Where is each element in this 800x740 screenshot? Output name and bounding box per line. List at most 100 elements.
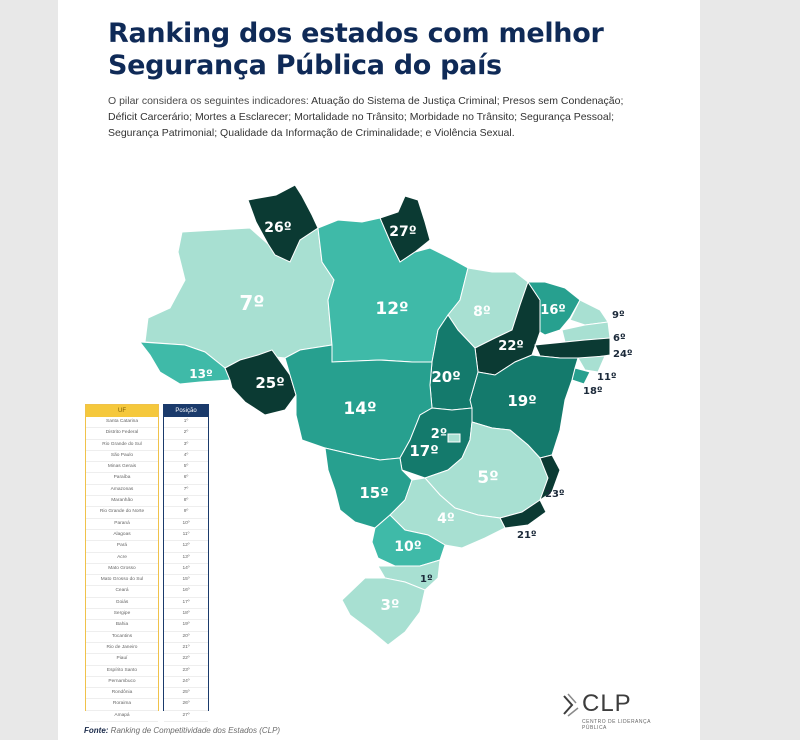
source-label: Fonte: xyxy=(84,726,109,735)
rank-label-ma: 8º xyxy=(473,304,491,320)
table-cell-uf: Bahia xyxy=(86,620,158,632)
table-cell-uf: Amapá xyxy=(86,711,158,723)
table-cell-position: 14º xyxy=(164,564,208,576)
table-cell-position: 27º xyxy=(164,711,208,723)
rank-label-rn: 9º xyxy=(612,310,625,321)
table-cell-position: 9º xyxy=(164,507,208,519)
state-es[interactable] xyxy=(539,454,561,502)
table-cell-uf: Acre xyxy=(86,553,158,564)
table-cell-uf: Rondônia xyxy=(86,688,158,700)
rank-label-rs: 3º xyxy=(381,596,400,614)
rank-label-pe: 24º xyxy=(613,349,633,360)
rank-label-sc: 1º xyxy=(420,574,433,585)
table-header-position: Posição xyxy=(164,405,208,417)
table-cell-position: 11º xyxy=(164,530,208,542)
rank-label-ce: 16º xyxy=(540,303,565,318)
table-cell-position: 12º xyxy=(164,541,208,553)
table-cell-position: 7º xyxy=(164,485,208,497)
table-cell-position: 21º xyxy=(164,643,208,655)
clp-logo-mark-icon xyxy=(563,693,579,717)
table-cell-uf: Pará xyxy=(86,541,158,553)
table-cell-position: 5º xyxy=(164,462,208,474)
subtitle: O pilar considera os seguintes indicador… xyxy=(108,93,628,141)
table-cell-position: 8º xyxy=(164,496,208,508)
title-line-2: Segurança Pública do país xyxy=(108,50,502,81)
rank-label-rj: 21º xyxy=(517,530,537,541)
table-cell-position: 13º xyxy=(164,553,208,564)
state-ce[interactable] xyxy=(527,281,581,336)
table-cell-position: 20º xyxy=(164,632,208,643)
table-cell-position: 1º xyxy=(164,417,208,429)
table-cell-uf: Piauí xyxy=(86,654,158,666)
table-cell-position: 2º xyxy=(164,428,208,440)
table-cell-uf: São Paulo xyxy=(86,451,158,463)
rank-label-mt: 14º xyxy=(343,399,376,419)
rank-label-pb: 6º xyxy=(613,333,626,344)
title-line-1: Ranking dos estados com melhor xyxy=(108,18,604,49)
rank-label-ap: 27º xyxy=(389,224,416,240)
table-cell-uf: Paraíba xyxy=(86,473,158,485)
table-cell-uf: Roraima xyxy=(86,699,158,711)
state-ac[interactable] xyxy=(138,341,231,385)
rank-label-al: 11º xyxy=(597,372,617,383)
table-cell-position: 15º xyxy=(164,575,208,587)
rank-label-to: 20º xyxy=(431,368,460,386)
rank-label-ro: 25º xyxy=(255,374,284,392)
table-cell-position: 22º xyxy=(164,654,208,666)
table-cell-uf: Distrito Federal xyxy=(86,428,158,440)
state-ro[interactable] xyxy=(224,349,297,416)
state-rr[interactable] xyxy=(247,184,319,263)
page-margin-right xyxy=(700,0,800,740)
subtitle-intro: O pilar considera os seguintes indicador… xyxy=(108,95,309,107)
table-cell-uf: Paraná xyxy=(86,519,158,530)
rank-label-pr: 10º xyxy=(394,539,421,555)
table-cell-position: 23º xyxy=(164,666,208,677)
table-cell-position: 24º xyxy=(164,677,208,689)
source-text: Ranking de Competitividade dos Estados (… xyxy=(110,726,281,735)
table-cell-position: 3º xyxy=(164,440,208,451)
table-cell-uf: Rio de Janeiro xyxy=(86,643,158,655)
table-cell-uf: Ceará xyxy=(86,586,158,598)
table-cell-uf: Rio Grande do Sul xyxy=(86,440,158,451)
clp-logo-text: CLP xyxy=(582,690,632,717)
rank-label-am: 7º xyxy=(239,291,264,315)
state-al[interactable] xyxy=(577,355,606,373)
table-cell-uf: Goiás xyxy=(86,598,158,610)
table-cell-position: 4º xyxy=(164,451,208,463)
table-cell-position: 10º xyxy=(164,519,208,530)
table-cell-uf: Mato Grosso do Sul xyxy=(86,575,158,587)
clp-logo-subtext: CENTRO DE LIDERANÇA PÚBLICA xyxy=(582,719,651,731)
rank-label-go: 17º xyxy=(409,442,438,460)
table-cell-uf: Tocantins xyxy=(86,632,158,643)
rank-label-mg: 5º xyxy=(477,468,498,488)
table-cell-position: 17º xyxy=(164,598,208,610)
table-cell-uf: Rio Grande do Norte xyxy=(86,507,158,519)
table-cell-uf: Maranhão xyxy=(86,496,158,508)
infographic-title: Ranking dos estados com melhor Segurança… xyxy=(108,18,668,82)
table-uf-rows: Santa Catarina Distrito Federal Rio Grande… xyxy=(86,417,158,723)
source-note: Fonte: Ranking de Competitividade dos Es… xyxy=(84,726,280,735)
table-cell-position: 6º xyxy=(164,473,208,485)
rank-label-ms: 15º xyxy=(359,484,388,502)
rank-label-ac: 13º xyxy=(189,367,213,381)
rank-label-df: 2º xyxy=(431,427,447,442)
table-cell-uf: Espírito Santo xyxy=(86,666,158,677)
rank-label-pa: 12º xyxy=(375,299,408,319)
table-column-uf: UF Santa Catarina Distrito Federal Rio Gra… xyxy=(85,404,159,723)
table-cell-uf: Santa Catarina xyxy=(86,417,158,429)
state-rs[interactable] xyxy=(341,577,426,646)
state-df[interactable] xyxy=(447,433,461,443)
table-column-position: Posição 1º 2º 3º 4º 5º 6º 7º 8º 9º 10º 11º 12º 13º 14… xyxy=(163,404,209,723)
table-cell-uf: Pernambuco xyxy=(86,677,158,689)
rank-label-se: 18º xyxy=(583,386,603,397)
state-pe[interactable] xyxy=(534,337,611,359)
ranking-table: UF Santa Catarina Distrito Federal Rio Gra… xyxy=(85,404,210,723)
table-header-uf: UF xyxy=(86,405,158,417)
table-cell-uf: Mato Grosso xyxy=(86,564,158,576)
rank-label-ba: 19º xyxy=(507,392,536,410)
page-margin-left xyxy=(0,0,58,740)
table-cell-uf: Minas Gerais xyxy=(86,462,158,474)
table-cell-uf: Amazonas xyxy=(86,485,158,497)
table-cell-uf: Sergipe xyxy=(86,609,158,621)
table-cell-position: 19º xyxy=(164,620,208,632)
